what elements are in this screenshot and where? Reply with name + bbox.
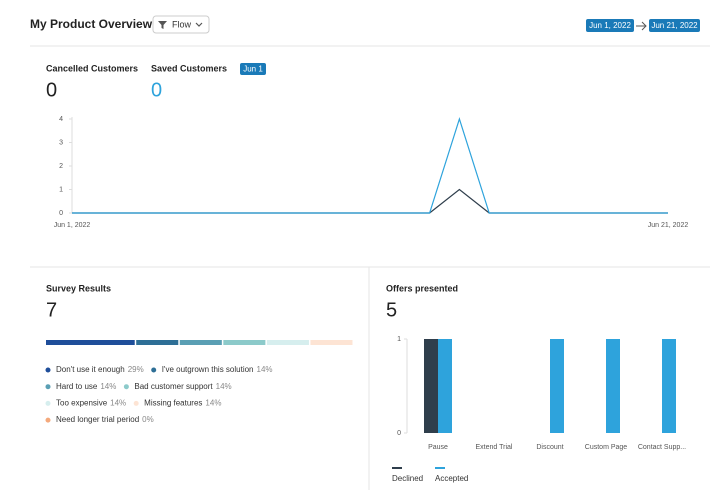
x-tick-label: Jun 21, 2022 — [648, 222, 689, 229]
bar — [606, 339, 620, 433]
offers-title: Offers presented — [386, 283, 458, 293]
y-tick-label: 1 — [59, 186, 63, 193]
legend-label: Need longer trial period — [56, 415, 139, 424]
x-tick-label: Extend Trial — [476, 444, 513, 451]
x-tick-label: Contact Supp... — [638, 444, 686, 451]
date-start-badge[interactable] — [586, 19, 634, 32]
x-tick-label: Discount — [536, 444, 563, 451]
legend-percent: 14% — [110, 399, 126, 408]
arrow-icon — [636, 21, 647, 31]
date-badge — [240, 63, 266, 75]
legend-percent: 14% — [100, 382, 116, 391]
legend-label: Too expensive — [56, 399, 108, 408]
bar — [424, 339, 438, 433]
saved-label: Saved Customers — [151, 63, 227, 73]
bar-segment — [223, 340, 266, 345]
bar-segment — [136, 340, 179, 345]
page-title: My Product Overview — [30, 17, 153, 31]
filter-icon — [158, 21, 167, 29]
saved-value: 0 — [151, 79, 162, 101]
line-series — [72, 117, 668, 214]
bar — [662, 339, 676, 433]
y-tick-label: 0 — [397, 430, 401, 437]
legend-label: Missing features — [144, 399, 202, 408]
filter-label: Flow — [172, 19, 192, 29]
legend-label: Accepted — [435, 474, 468, 483]
legend-dot — [123, 384, 129, 390]
legend-dot — [45, 400, 51, 406]
y-tick-label: 2 — [59, 163, 63, 170]
line-series — [72, 188, 668, 214]
legend-percent: 14% — [257, 365, 273, 374]
legend-label: I've outgrown this solution — [162, 365, 254, 374]
legend-label: Hard to use — [56, 382, 98, 391]
filter-button[interactable] — [152, 15, 210, 34]
bar — [438, 339, 452, 433]
chevron — [195, 22, 203, 27]
legend-dot — [45, 367, 51, 373]
bar-segment — [266, 340, 309, 345]
bar-segment — [310, 340, 353, 345]
bar-segment — [179, 340, 222, 345]
bar — [550, 339, 564, 433]
legend-percent: 0% — [142, 415, 154, 424]
y-tick-label: 0 — [59, 210, 63, 217]
legend-label: Declined — [392, 474, 423, 483]
legend-percent: 14% — [216, 382, 232, 391]
y-tick-label: 3 — [59, 139, 63, 146]
legend-percent: 14% — [205, 399, 221, 408]
legend-label: Don't use it enough — [56, 365, 125, 374]
x-tick-label: Pause — [428, 444, 448, 451]
x-tick-label: Custom Page — [585, 444, 628, 451]
offers-total: 5 — [386, 299, 397, 321]
survey-title: Survey Results — [46, 283, 111, 293]
legend-dot — [45, 384, 51, 390]
date-end: Jun 21, 2022 — [651, 21, 698, 30]
legend-dot — [133, 400, 139, 406]
date-end-badge[interactable] — [649, 19, 700, 32]
date-start: Jun 1, 2022 — [589, 21, 631, 30]
y-tick-label: 4 — [59, 116, 63, 123]
cancelled-value: 0 — [46, 79, 57, 101]
legend-label: Bad customer support — [134, 382, 213, 391]
date-badge-text: Jun 1 — [243, 65, 263, 74]
bar-segment — [46, 340, 135, 345]
legend-dot — [45, 417, 51, 423]
legend-percent: 29% — [128, 365, 144, 374]
survey-total: 7 — [46, 299, 57, 321]
legend-dot — [151, 367, 157, 373]
cancelled-label: Cancelled Customers — [46, 63, 138, 73]
x-tick-label: Jun 1, 2022 — [54, 222, 91, 229]
y-tick-label: 1 — [397, 336, 401, 343]
